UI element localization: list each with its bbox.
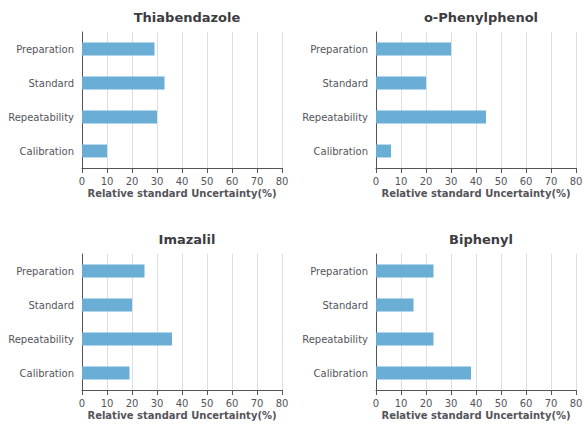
svg-text:Calibration: Calibration [20, 146, 74, 157]
svg-text:Repeatability: Repeatability [8, 112, 74, 123]
svg-text:Standard: Standard [323, 78, 369, 89]
svg-text:Thiabendazole: Thiabendazole [134, 10, 241, 25]
svg-text:50: 50 [201, 176, 214, 187]
svg-text:60: 60 [226, 176, 239, 187]
svg-text:Imazalil: Imazalil [159, 232, 216, 247]
svg-text:40: 40 [470, 176, 483, 187]
svg-text:10: 10 [101, 176, 114, 187]
svg-text:10: 10 [395, 398, 408, 409]
svg-text:80: 80 [570, 398, 583, 409]
svg-text:70: 70 [545, 176, 558, 187]
svg-text:80: 80 [276, 176, 289, 187]
svg-text:Biphenyl: Biphenyl [449, 232, 513, 247]
svg-text:40: 40 [176, 176, 189, 187]
svg-text:10: 10 [101, 398, 114, 409]
svg-text:Standard: Standard [29, 78, 75, 89]
svg-text:60: 60 [520, 176, 533, 187]
svg-text:70: 70 [251, 398, 264, 409]
svg-text:Repeatability: Repeatability [8, 334, 74, 345]
svg-text:60: 60 [520, 398, 533, 409]
svg-text:Relative standard Uncertainty(: Relative standard Uncertainty(%) [87, 410, 276, 421]
svg-text:10: 10 [395, 176, 408, 187]
svg-text:Repeatability: Repeatability [302, 112, 368, 123]
svg-text:60: 60 [226, 398, 239, 409]
svg-text:40: 40 [470, 398, 483, 409]
svg-text:0: 0 [373, 398, 379, 409]
svg-text:20: 20 [126, 176, 139, 187]
svg-text:Standard: Standard [323, 300, 369, 311]
svg-text:Relative standard Uncertainty(: Relative standard Uncertainty(%) [87, 188, 276, 199]
svg-text:Preparation: Preparation [16, 266, 74, 277]
svg-text:80: 80 [570, 176, 583, 187]
svg-text:Calibration: Calibration [20, 368, 74, 379]
svg-text:20: 20 [126, 398, 139, 409]
svg-text:50: 50 [201, 398, 214, 409]
svg-text:Relative standard Uncertainty(: Relative standard Uncertainty(%) [381, 188, 570, 199]
svg-text:20: 20 [420, 176, 433, 187]
svg-text:20: 20 [420, 398, 433, 409]
svg-text:0: 0 [373, 176, 379, 187]
svg-text:30: 30 [151, 176, 164, 187]
svg-text:30: 30 [151, 398, 164, 409]
svg-text:Calibration: Calibration [314, 146, 368, 157]
svg-text:50: 50 [495, 176, 508, 187]
svg-text:Repeatability: Repeatability [302, 334, 368, 345]
svg-text:Preparation: Preparation [310, 266, 368, 277]
svg-text:Relative standard Uncertainty(: Relative standard Uncertainty(%) [381, 410, 570, 421]
svg-text:o-Phenylphenol: o-Phenylphenol [424, 10, 538, 25]
svg-text:0: 0 [79, 398, 85, 409]
svg-text:Standard: Standard [29, 300, 75, 311]
svg-text:30: 30 [445, 398, 458, 409]
svg-text:Preparation: Preparation [16, 44, 74, 55]
svg-text:50: 50 [495, 398, 508, 409]
svg-text:70: 70 [545, 398, 558, 409]
svg-text:30: 30 [445, 176, 458, 187]
svg-text:Preparation: Preparation [310, 44, 368, 55]
svg-text:80: 80 [276, 398, 289, 409]
svg-text:Calibration: Calibration [314, 368, 368, 379]
svg-text:70: 70 [251, 176, 264, 187]
svg-text:40: 40 [176, 398, 189, 409]
svg-text:0: 0 [79, 176, 85, 187]
